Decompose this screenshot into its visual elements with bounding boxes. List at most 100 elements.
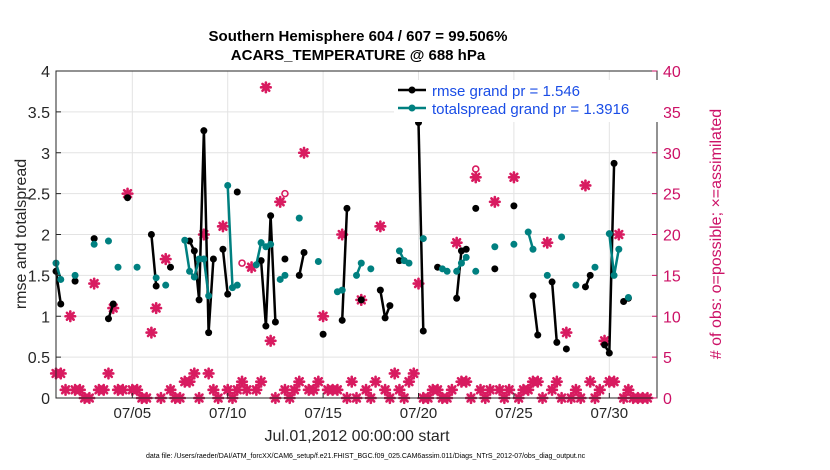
- legend-rmse-label: rmse grand pr = 1.546: [432, 83, 580, 100]
- rmse-point: [472, 204, 480, 212]
- spread-point: [591, 263, 599, 271]
- obs-assimilated-point: [593, 383, 606, 396]
- obs-assimilated-point: [231, 383, 244, 396]
- legend-rmse-marker: [408, 86, 416, 94]
- y-tick-label: 1.5: [28, 268, 50, 285]
- obs-star-stroke: [614, 229, 624, 240]
- spread-point: [200, 255, 208, 263]
- obs-assimilated-point: [116, 383, 129, 396]
- obs-assimilated-point: [255, 375, 268, 388]
- obs-star-stroke: [380, 385, 390, 395]
- rmse-point: [610, 159, 618, 167]
- spread-point: [610, 271, 618, 279]
- x-tick-label: 07/30: [591, 405, 629, 422]
- rmse-point: [562, 345, 570, 353]
- spread-point: [605, 230, 613, 238]
- obs-assimilated-point: [297, 146, 311, 159]
- rmse-point: [338, 316, 346, 324]
- spread-point: [71, 271, 79, 279]
- obs-star-stroke: [490, 197, 500, 207]
- y-right-tick-label: 25: [663, 187, 681, 204]
- obs-assimilated-point: [102, 367, 115, 380]
- obs-star-stroke: [151, 303, 161, 313]
- obs-star-stroke: [509, 172, 519, 182]
- obs-assimilated-point: [150, 301, 163, 315]
- rmse-point: [581, 283, 589, 291]
- spread-point: [190, 273, 198, 281]
- legend-spread-label: totalspread grand pr = 1.3916: [432, 101, 629, 118]
- obs-star-stroke: [56, 368, 66, 379]
- rmse-point: [453, 294, 461, 302]
- obs-assimilated-point: [450, 236, 463, 249]
- obs-assimilated-point: [550, 375, 563, 388]
- rmse-point: [224, 290, 232, 298]
- rmse-line-segment: [340, 208, 349, 321]
- y-tick-label: 4: [41, 64, 50, 81]
- rmse-point: [262, 322, 270, 330]
- obs-star-stroke: [585, 376, 595, 387]
- y-axis-label: rmse and totalspread: [13, 159, 30, 309]
- rmse-point: [90, 235, 98, 243]
- obs-assimilated-point: [359, 383, 373, 396]
- chart-subtitle: ACARS_TEMPERATURE @ 688 hPa: [231, 47, 486, 64]
- obs-star-stroke: [461, 376, 471, 387]
- y-tick-label: 3.5: [28, 105, 50, 122]
- obs-star-stroke: [161, 254, 171, 264]
- obs-assimilated-point: [431, 383, 444, 396]
- obs-assimilated-point: [469, 171, 482, 184]
- y-right-tick-label: 35: [663, 105, 681, 122]
- spread-point: [524, 228, 532, 236]
- obs-assimilated-point: [388, 367, 401, 380]
- spread-point: [57, 275, 65, 283]
- obs-star-stroke: [485, 385, 495, 395]
- spread-point: [491, 243, 499, 251]
- rmse-point: [200, 127, 208, 135]
- obs-star-stroke: [552, 376, 562, 387]
- obs-assimilated-point: [622, 383, 635, 396]
- obs-star-stroke: [223, 385, 233, 395]
- spread-point: [395, 247, 403, 255]
- obs-star-stroke: [389, 368, 400, 379]
- rmse-point: [205, 329, 213, 337]
- obs-star-stroke: [203, 368, 214, 379]
- rmse-point: [233, 188, 241, 196]
- obs-assimilated-point: [488, 195, 501, 208]
- obs-assimilated-point: [560, 326, 573, 339]
- spread-point: [624, 293, 632, 301]
- obs-star-stroke: [413, 278, 424, 289]
- obs-star-stroke: [251, 385, 262, 395]
- obs-star-stroke: [394, 385, 405, 395]
- obs-assimilated-point: [274, 195, 287, 208]
- spread-point: [133, 263, 141, 271]
- obs-star-stroke: [347, 376, 357, 387]
- obs-assimilated-point: [493, 383, 506, 396]
- obs-star-stroke: [580, 180, 591, 191]
- obs-assimilated-point: [288, 383, 301, 396]
- chart-title: Southern Hemisphere 604 / 607 = 99.506%: [209, 28, 508, 45]
- rmse-point: [381, 314, 389, 322]
- rmse-point: [534, 331, 542, 339]
- obs-star-stroke: [89, 278, 99, 289]
- obs-assimilated-point: [145, 326, 158, 339]
- spread-point: [90, 240, 98, 248]
- obs-star-stroke: [623, 385, 634, 395]
- obs-assimilated-point: [612, 228, 625, 241]
- spread-point: [572, 281, 580, 289]
- obs-star-stroke: [75, 385, 85, 395]
- rmse-line-segment: [417, 122, 425, 332]
- spread-point: [453, 267, 461, 275]
- obs-star-stroke: [261, 82, 271, 93]
- obs-star-stroke: [232, 385, 242, 395]
- obs-star-stroke: [313, 376, 324, 387]
- obs-star-stroke: [475, 385, 486, 395]
- spread-point: [114, 263, 122, 271]
- rmse-point: [419, 327, 427, 335]
- obs-assimilated-point: [369, 375, 382, 388]
- obs-assimilated-point: [541, 236, 554, 249]
- obs-star-stroke: [542, 237, 552, 248]
- obs-star-stroke: [308, 385, 319, 395]
- rmse-point: [124, 194, 132, 202]
- spread-point: [419, 235, 427, 243]
- obs-assimilated-point: [374, 220, 387, 233]
- obs-star-stroke: [533, 376, 543, 387]
